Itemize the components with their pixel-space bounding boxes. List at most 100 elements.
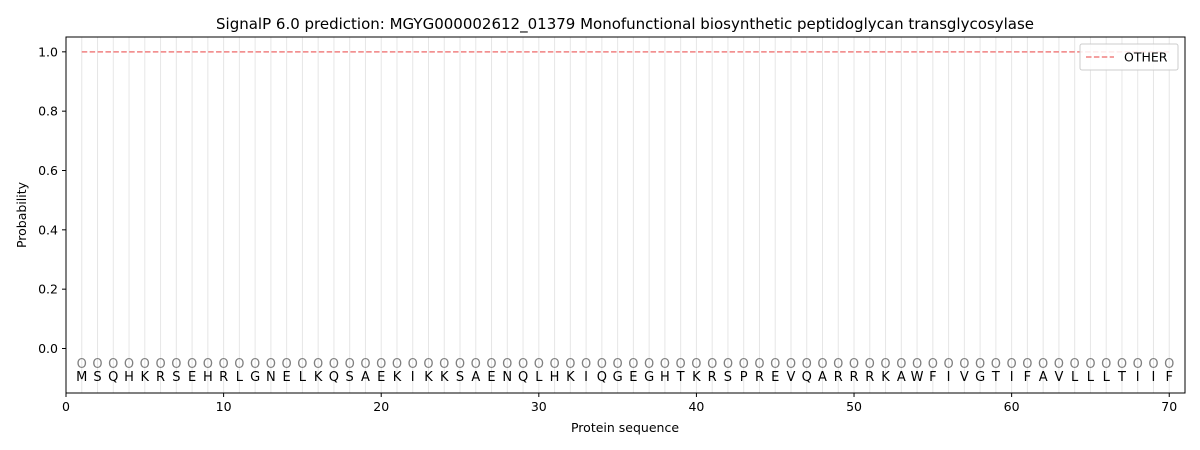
residue-letter: A xyxy=(1039,370,1048,385)
region-label: O xyxy=(313,357,323,372)
residue-letter: I xyxy=(411,370,415,385)
region-label: O xyxy=(1101,357,1111,372)
region-label: O xyxy=(691,357,701,372)
region-label: O xyxy=(423,357,433,372)
residue-letter: G xyxy=(975,370,985,385)
residue-letter: T xyxy=(676,370,685,385)
region-label: O xyxy=(455,357,465,372)
residue-letter: M xyxy=(76,370,87,385)
region-label: O xyxy=(1054,357,1064,372)
region-label: O xyxy=(912,357,922,372)
residue-letter: S xyxy=(456,370,464,385)
residue-letter: Q xyxy=(108,370,118,385)
sequence-annotations: OMOSOQOHOKOROSOEOHOROLOGONOEOLOKOQOSOAOE… xyxy=(76,357,1174,385)
residue-letter: A xyxy=(818,370,827,385)
residue-letter: P xyxy=(740,370,748,385)
region-label: O xyxy=(297,357,307,372)
region-label: O xyxy=(581,357,591,372)
region-label: O xyxy=(802,357,812,372)
region-label: O xyxy=(439,357,449,372)
residue-letter: H xyxy=(203,370,213,385)
residue-letter: A xyxy=(471,370,480,385)
region-label: O xyxy=(723,357,733,372)
residue-letter: Q xyxy=(329,370,339,385)
x-tick-label: 10 xyxy=(216,399,232,414)
region-label: O xyxy=(108,357,118,372)
residue-letter: I xyxy=(947,370,951,385)
residue-letter: V xyxy=(960,370,969,385)
residue-letter: L xyxy=(236,370,244,385)
residue-letter: N xyxy=(502,370,512,385)
region-label: O xyxy=(959,357,969,372)
region-label: O xyxy=(250,357,260,372)
region-label: O xyxy=(92,357,102,372)
residue-letter: A xyxy=(897,370,906,385)
y-tick-label: 0.4 xyxy=(38,222,58,237)
region-label: O xyxy=(408,357,418,372)
region-label: O xyxy=(502,357,512,372)
region-label: O xyxy=(1148,357,1158,372)
region-label: O xyxy=(660,357,670,372)
region-label: O xyxy=(171,357,181,372)
chart-title: SignalP 6.0 prediction: MGYG000002612_01… xyxy=(216,15,1034,34)
residue-letter: K xyxy=(424,370,433,385)
region-label: O xyxy=(124,357,134,372)
y-axis-label: Probability xyxy=(14,181,29,248)
region-label: O xyxy=(218,357,228,372)
residue-letter: R xyxy=(708,370,717,385)
x-tick-label: 60 xyxy=(1004,399,1020,414)
x-tick-label: 70 xyxy=(1161,399,1177,414)
region-label: O xyxy=(565,357,575,372)
residue-letter: R xyxy=(219,370,228,385)
region-label: O xyxy=(613,357,623,372)
residue-letter: H xyxy=(660,370,670,385)
residue-letter: G xyxy=(250,370,260,385)
region-label: O xyxy=(1085,357,1095,372)
x-axis-ticks: 0 10 20 30 40 50 60 70 xyxy=(62,393,1177,414)
region-label: O xyxy=(1070,357,1080,372)
region-label: O xyxy=(155,357,165,372)
residue-letter: V xyxy=(787,370,796,385)
y-tick-label: 0.6 xyxy=(38,163,58,178)
region-label: O xyxy=(534,357,544,372)
y-tick-label: 0.0 xyxy=(38,341,58,356)
residue-letter: G xyxy=(644,370,654,385)
region-label: O xyxy=(1038,357,1048,372)
residue-letter: I xyxy=(1010,370,1014,385)
residue-letter: L xyxy=(1071,370,1079,385)
residue-gridlines xyxy=(81,37,1170,393)
residue-letter: K xyxy=(440,370,449,385)
residue-letter: E xyxy=(188,370,196,385)
residue-letter: T xyxy=(991,370,1000,385)
x-axis-label: Protein sequence xyxy=(571,420,679,435)
y-tick-label: 1.0 xyxy=(38,44,58,59)
region-label: O xyxy=(1022,357,1032,372)
residue-letter: R xyxy=(865,370,874,385)
residue-letter: S xyxy=(93,370,101,385)
region-label: O xyxy=(849,357,859,372)
residue-letter: L xyxy=(1087,370,1095,385)
y-tick-label: 0.2 xyxy=(38,282,58,297)
residue-letter: N xyxy=(266,370,276,385)
residue-letter: F xyxy=(1165,370,1172,385)
x-tick-label: 20 xyxy=(373,399,389,414)
residue-letter: K xyxy=(314,370,323,385)
residue-letter: S xyxy=(172,370,180,385)
residue-letter: E xyxy=(629,370,637,385)
region-label: O xyxy=(928,357,938,372)
region-label: O xyxy=(770,357,780,372)
residue-letter: E xyxy=(487,370,495,385)
residue-letter: A xyxy=(361,370,370,385)
region-label: O xyxy=(77,357,87,372)
residue-letter: Q xyxy=(518,370,528,385)
region-label: O xyxy=(597,357,607,372)
residue-letter: Q xyxy=(802,370,812,385)
region-label: O xyxy=(549,357,559,372)
region-label: O xyxy=(707,357,717,372)
residue-letter: E xyxy=(283,370,291,385)
legend: OTHER xyxy=(1079,43,1179,71)
region-label: O xyxy=(786,357,796,372)
residue-letter: R xyxy=(755,370,764,385)
region-label: O xyxy=(644,357,654,372)
